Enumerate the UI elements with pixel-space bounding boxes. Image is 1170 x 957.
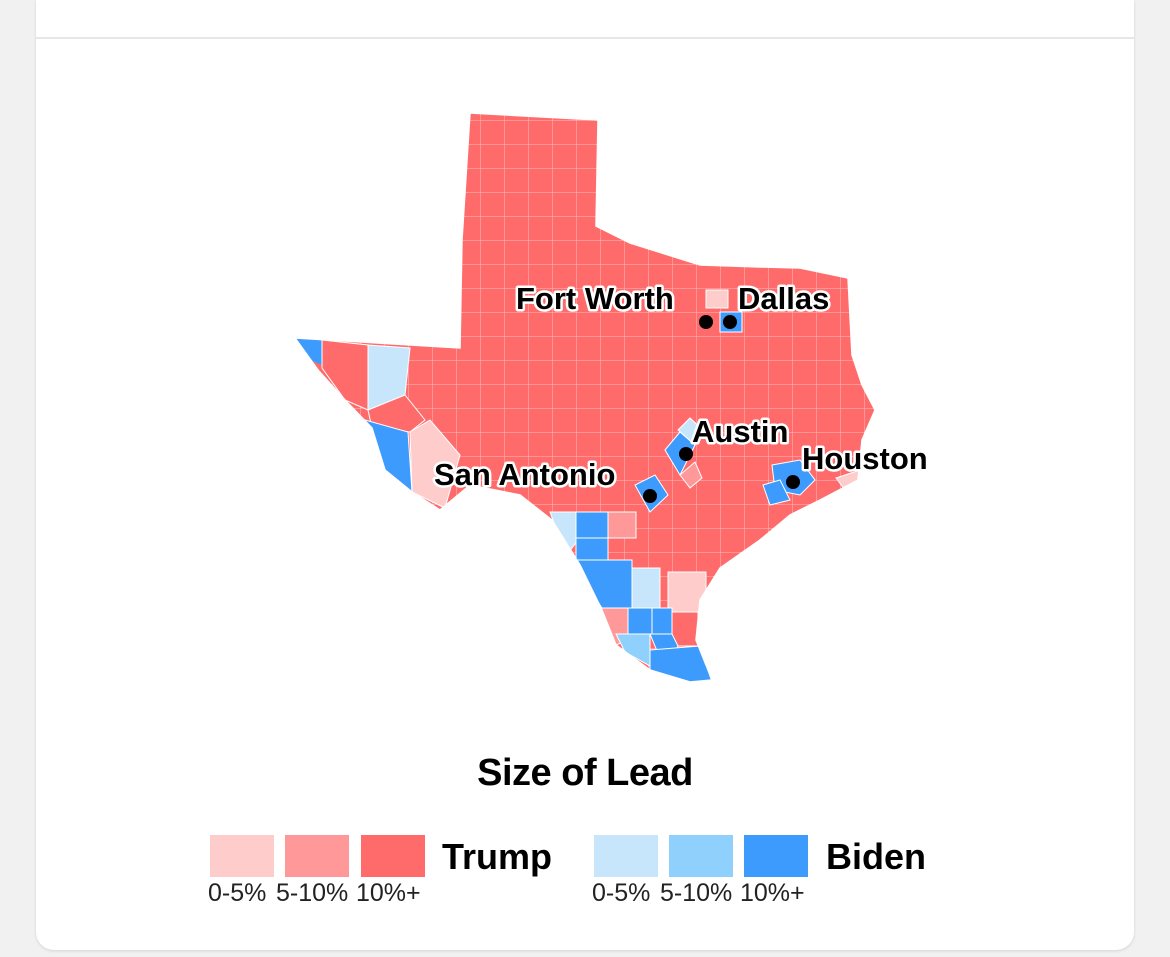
houston-marker xyxy=(786,475,800,489)
county-brewster xyxy=(409,419,461,509)
legend-trump-label: Trump xyxy=(442,836,553,877)
city-label-fort-worth: Fort Worth xyxy=(516,281,674,316)
county-fort-bend xyxy=(762,479,791,506)
city-label-san-antonio: San Antonio xyxy=(434,457,615,492)
legend-swatch-biden-10-plus xyxy=(744,835,808,877)
legend-trump: Trump 0-5% 5-10% 10%+ xyxy=(208,835,570,915)
county-hays xyxy=(679,461,703,489)
legend-biden-range-5-10: 5-10% xyxy=(660,879,733,907)
legend-biden-range-0-5: 0-5% xyxy=(592,879,651,907)
legend-swatch-trump-10-plus xyxy=(361,835,425,877)
county-tarrant xyxy=(705,289,729,309)
dallas-marker xyxy=(723,315,737,329)
county-williamson xyxy=(677,417,706,446)
county-cameron xyxy=(649,645,713,682)
county-hidalgo-west xyxy=(627,607,653,635)
san-antonio-marker xyxy=(643,489,657,503)
county-hidalgo xyxy=(615,633,651,667)
legend-biden-range-10-plus: 10%+ xyxy=(740,879,805,907)
county-hudspeth xyxy=(321,339,369,411)
city-label-houston: Houston xyxy=(802,441,928,476)
austin-marker xyxy=(679,447,693,461)
divider xyxy=(36,37,1134,39)
county-la-salle xyxy=(607,511,637,539)
county-presidio xyxy=(364,419,413,494)
legend-biden-label: Biden xyxy=(826,836,927,877)
legend-biden: Biden 0-5% 5-10% 10%+ xyxy=(592,835,954,915)
fort-worth-marker xyxy=(699,315,713,329)
city-label-dallas: Dallas xyxy=(738,281,829,316)
county-hidalgo-east xyxy=(651,607,673,635)
county-zapata xyxy=(569,559,633,609)
texas-state-outline xyxy=(293,112,876,683)
legend-title: Size of Lead xyxy=(477,752,693,794)
legend-swatch-biden-5-10 xyxy=(669,835,733,877)
legend-swatch-trump-0-5 xyxy=(210,835,274,877)
county-dimmit xyxy=(575,511,609,539)
city-label-austin: Austin xyxy=(692,414,788,449)
legend-swatch-trump-5-10 xyxy=(285,835,349,877)
legend-trump-range-0-5: 0-5% xyxy=(208,879,267,907)
county-el-paso xyxy=(295,338,322,365)
legend-trump-range-10-plus: 10%+ xyxy=(356,879,421,907)
card-header-area xyxy=(36,0,1134,38)
county-jim-hogg xyxy=(631,567,661,609)
county-kleberg xyxy=(667,571,707,613)
county-webb xyxy=(575,537,609,561)
legend-trump-range-5-10: 5-10% xyxy=(276,879,349,907)
legend-swatch-biden-0-5 xyxy=(594,835,658,877)
